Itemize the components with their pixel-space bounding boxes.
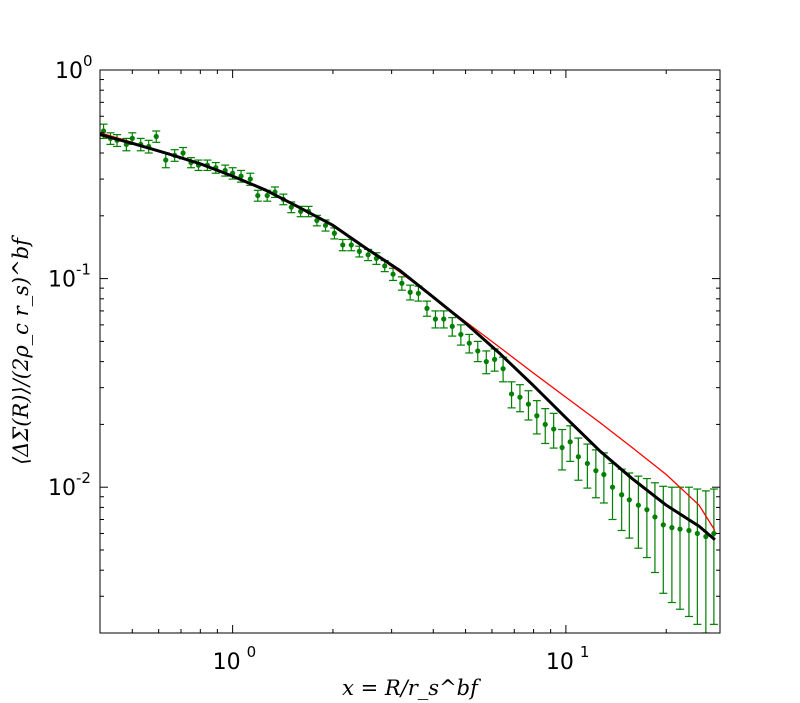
data-point — [694, 530, 700, 537]
data-point — [382, 263, 388, 269]
data-point — [534, 413, 540, 419]
data-point — [525, 401, 532, 407]
data-point — [432, 316, 439, 322]
y-tick-label-exponent: -1 — [76, 261, 91, 279]
plot-area — [100, 70, 720, 633]
plot-background — [100, 70, 720, 633]
data-point — [264, 192, 270, 199]
black-model-line — [100, 133, 716, 541]
data-point — [288, 204, 294, 210]
data-point — [483, 359, 489, 365]
data-point — [517, 394, 523, 400]
y-tick-label: 10 — [48, 268, 76, 293]
x-axis-label: x = R/r_s^bf — [342, 676, 481, 700]
data-point — [644, 507, 650, 513]
data-point — [491, 356, 498, 362]
data-point — [508, 391, 515, 397]
data-point — [652, 514, 658, 520]
data-point — [466, 340, 472, 346]
data-point — [626, 497, 632, 503]
plot-frame — [99, 69, 721, 634]
data-point — [711, 530, 717, 537]
data-point — [129, 135, 135, 141]
data-point — [677, 526, 683, 532]
y-tick-label: 10 — [55, 59, 83, 84]
data-point — [686, 527, 692, 534]
data-point — [660, 522, 666, 528]
data-point — [340, 242, 346, 248]
data-points — [100, 123, 718, 633]
data-point — [619, 492, 625, 498]
data-point — [441, 316, 447, 322]
y-tick-label-exponent: -2 — [76, 469, 91, 487]
data-point — [163, 157, 169, 163]
data-point — [399, 280, 405, 286]
model-curves — [100, 132, 716, 541]
x-tick-label-exponent: 1 — [580, 643, 590, 661]
data-point — [238, 173, 244, 179]
y-tick-label-exponent: 0 — [83, 52, 93, 70]
data-point — [415, 290, 422, 296]
data-point — [348, 242, 354, 248]
data-point — [407, 289, 413, 295]
data-point — [331, 230, 337, 236]
data-point — [575, 454, 581, 460]
data-point — [458, 331, 464, 338]
data-point — [500, 366, 506, 372]
data-point — [609, 484, 616, 490]
data-point — [567, 439, 573, 445]
data-point — [449, 323, 455, 329]
ticks — [99, 69, 720, 634]
x-tick-label: 10 — [213, 650, 241, 675]
x-tick-label-exponent: 0 — [247, 643, 257, 661]
data-point — [356, 248, 362, 255]
data-point — [247, 176, 253, 182]
data-point — [390, 271, 396, 277]
data-point — [584, 460, 590, 467]
data-point — [559, 444, 565, 451]
data-point — [542, 421, 548, 428]
data-point — [601, 471, 607, 478]
data-point — [475, 348, 481, 354]
data-point — [593, 468, 599, 474]
data-point — [255, 192, 261, 199]
data-point — [424, 305, 430, 311]
y-axis-label: ⟨ΔΣ(R)⟩/(2ρ_c r_s)^bf — [9, 235, 33, 465]
data-point — [322, 222, 329, 228]
data-point — [703, 533, 709, 540]
y-tick-label: 10 — [48, 476, 76, 501]
x-tick-label: 10 — [546, 650, 574, 675]
data-point — [635, 502, 641, 508]
data-point — [180, 150, 186, 156]
data-point — [153, 133, 159, 140]
data-point — [365, 252, 371, 258]
data-point — [669, 525, 675, 531]
data-point — [551, 426, 557, 432]
